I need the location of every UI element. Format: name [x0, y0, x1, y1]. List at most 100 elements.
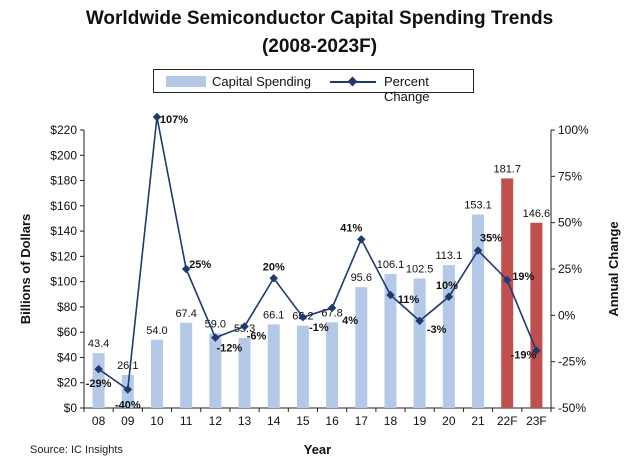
- legend-bar-swatch: [166, 76, 206, 87]
- line-data-label: -19%: [511, 350, 537, 362]
- y-tick-label: $180: [50, 174, 77, 188]
- x-tick-label: 15: [296, 414, 310, 428]
- line-point: [240, 322, 249, 331]
- line-data-label: 19%: [512, 271, 534, 283]
- x-tick-label: 08: [92, 414, 106, 428]
- y2-tick-label: -25%: [558, 355, 586, 369]
- bar: [180, 322, 193, 408]
- y-tick-label: $60: [57, 325, 77, 339]
- line-data-label: -3%: [427, 324, 447, 336]
- bar: [501, 178, 514, 408]
- line-point: [473, 246, 483, 255]
- y-tick-label: $200: [50, 148, 77, 162]
- x-tick-label: 23F: [526, 414, 547, 428]
- line-data-label: 10%: [436, 280, 458, 292]
- x-tick-label: 18: [384, 414, 398, 428]
- chart-title: Worldwide Semiconductor Capital Spending…: [85, 8, 554, 29]
- bar: [150, 339, 163, 408]
- line-point: [502, 275, 512, 285]
- x-tick-label: 17: [355, 414, 369, 428]
- y-tick-label: $80: [57, 300, 77, 314]
- bar: [326, 322, 339, 408]
- line-data-label: 20%: [263, 261, 285, 273]
- line-point: [152, 112, 162, 122]
- bar: [238, 338, 251, 408]
- bar-data-label: 26.1: [117, 360, 138, 372]
- legend-bar-label: Capital Spending: [212, 74, 312, 89]
- line-data-label: 107%: [160, 114, 188, 126]
- y2-tick-label: 25%: [558, 262, 582, 276]
- chart-subtitle: (2008-2023F): [261, 36, 378, 57]
- line-data-label: 25%: [189, 259, 211, 271]
- y2-axis-title: Annual Change: [606, 221, 621, 316]
- line-point: [94, 364, 103, 374]
- bar-data-label: 95.6: [351, 272, 372, 284]
- y-tick-label: $40: [57, 350, 77, 364]
- x-tick-label: 09: [121, 414, 135, 428]
- bar-data-label: 181.7: [493, 163, 521, 175]
- y2-tick-label: 100%: [558, 123, 589, 137]
- bar-data-label: 66.1: [263, 309, 284, 321]
- x-tick-label: 14: [267, 414, 281, 428]
- bar: [92, 353, 105, 408]
- line-data-label: -40%: [115, 399, 141, 411]
- x-tick-label: 21: [471, 414, 485, 428]
- y-tick-label: $0: [64, 401, 78, 415]
- bar: [384, 273, 397, 408]
- bar: [355, 287, 368, 408]
- bar: [530, 222, 543, 408]
- bar-data-label: 102.5: [406, 263, 434, 275]
- x-tick-label: 20: [442, 414, 456, 428]
- line-point: [211, 333, 220, 342]
- line-point: [269, 274, 278, 283]
- line-point: [357, 235, 366, 244]
- line-point: [123, 385, 133, 394]
- y-tick-label: $100: [50, 275, 77, 289]
- bar-data-label: 59.0: [205, 318, 226, 330]
- legend-line-label: Percent Change: [384, 74, 430, 104]
- y2-tick-label: -50%: [558, 401, 586, 415]
- line-point: [327, 303, 337, 313]
- x-tick-label: 16: [325, 414, 339, 428]
- bar-data-label: 67.4: [175, 308, 196, 320]
- y2-tick-label: 50%: [558, 216, 582, 230]
- y-tick-label: $20: [57, 376, 77, 390]
- y-tick-label: $140: [50, 224, 77, 238]
- x-tick-label: 10: [150, 414, 164, 428]
- bar-data-label: 54.0: [146, 325, 167, 337]
- bar: [296, 325, 309, 408]
- x-tick-label: 11: [180, 414, 193, 428]
- source-note: Source: IC Insights: [30, 444, 123, 456]
- y-axis-title: Billions of Dollars: [18, 214, 33, 325]
- bar: [267, 324, 280, 408]
- bar-data-label: 106.1: [377, 259, 405, 271]
- bar: [472, 214, 485, 408]
- line-data-label: -29%: [86, 378, 112, 390]
- line-data-label: 41%: [340, 222, 362, 234]
- line-point: [532, 346, 541, 355]
- y-tick-label: $220: [50, 123, 77, 137]
- line-point: [181, 264, 191, 274]
- y2-tick-label: 75%: [558, 169, 582, 183]
- x-tick-label: 19: [413, 414, 427, 428]
- legend: Capital Spending Percent Change: [153, 69, 474, 104]
- bar-data-label: 43.4: [88, 338, 109, 350]
- y-tick-label: $120: [50, 249, 77, 263]
- x-axis-title: Year: [304, 442, 331, 457]
- line-data-label: -1%: [309, 322, 329, 334]
- line-point: [386, 290, 395, 300]
- line-data-label: -6%: [247, 330, 267, 342]
- line-point: [444, 292, 454, 302]
- x-tick-label: 12: [209, 414, 223, 428]
- y-tick-label: $160: [50, 199, 77, 213]
- x-tick-label: 22F: [497, 414, 518, 428]
- line-point: [415, 316, 424, 326]
- bar-data-label: 113.1: [435, 250, 462, 262]
- bar: [413, 278, 426, 408]
- line-point: [298, 312, 308, 322]
- percent-change-line: [98, 116, 538, 391]
- line-data-label: 4%: [342, 315, 358, 327]
- bar: [209, 333, 222, 408]
- line-data-label: -12%: [217, 343, 243, 355]
